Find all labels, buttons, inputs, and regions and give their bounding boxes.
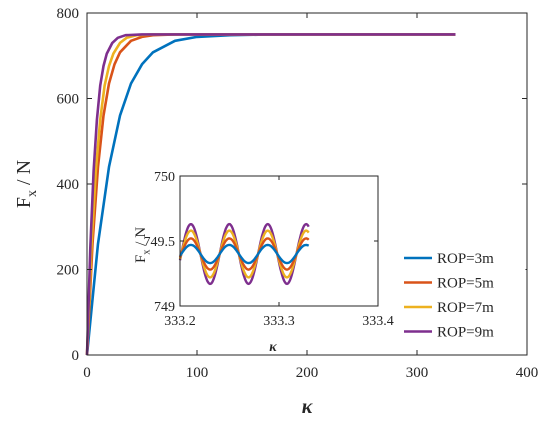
y-tick-label: 400: [57, 177, 80, 193]
y-tick-label: 0: [72, 348, 80, 364]
inset-x-tick-label: 333.4: [362, 314, 394, 329]
legend-box: [397, 235, 526, 349]
series-line-4: [85, 33, 456, 356]
y-tick-label: 200: [57, 263, 80, 279]
legend-label-1: ROP=3m: [437, 251, 494, 267]
x-tick-label: 300: [406, 365, 429, 381]
inset-x-axis-title: κ: [269, 340, 277, 355]
x-axis-title: κ: [302, 396, 313, 418]
x-tick-label: 400: [516, 365, 539, 381]
main-plot: 0 100 200 300 400 0 200 400 600 800 κ Fx / N: [13, 6, 538, 418]
x-tick-label: 100: [186, 365, 209, 381]
y-axis-title: Fx / N: [13, 160, 40, 208]
inset-background: [180, 176, 378, 306]
legend-label-2: ROP=5m: [437, 276, 494, 292]
x-tick-label: 0: [83, 365, 91, 381]
y-axis-title: Fx / N: [133, 227, 153, 263]
inset-y-tick-label: 749.5: [144, 235, 176, 250]
inset-x-tick-label: 333.2: [164, 314, 196, 329]
inset-y-tick-label: 749: [154, 300, 175, 315]
x-tick-label: 200: [296, 365, 319, 381]
inset-x-tick-label: 333.3: [263, 314, 295, 329]
legend: ROP=3m ROP=5m ROP=7m ROP=9m: [397, 235, 526, 349]
legend-label-3: ROP=7m: [437, 300, 494, 316]
inset-series-line-1: [179, 243, 310, 265]
y-tick-label: 800: [57, 6, 80, 22]
y-tick-label: 600: [57, 92, 80, 108]
legend-label-4: ROP=9m: [437, 325, 494, 341]
inset-plot: 333.2 333.3 333.4 749 749.5 750 κ Fx / N: [133, 170, 394, 355]
inset-y-tick-label: 750: [154, 170, 175, 185]
